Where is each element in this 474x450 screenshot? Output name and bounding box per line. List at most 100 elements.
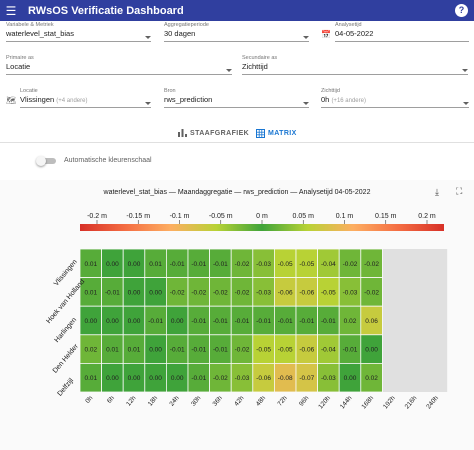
colorbar-tick-label: 0.1 m	[336, 213, 354, 220]
x-tick-label: 12h	[125, 395, 138, 408]
aggregation-select[interactable]: Aggregatieperiode 30 dagen	[164, 22, 309, 42]
heatmap-cell-label: 0.00	[344, 375, 357, 382]
heatmap-cell-label: -0.02	[364, 261, 379, 268]
heatmap-cell-label: 0.02	[84, 347, 97, 354]
chevron-down-icon	[463, 102, 469, 105]
heatmap-cell-label: -0.02	[235, 289, 250, 296]
y-tick-label: Den Helder	[52, 343, 81, 375]
heatmap-cell[interactable]	[360, 362, 383, 393]
heatmap-cell-label: -0.05	[278, 261, 293, 268]
heatmap-cell-label: -0.02	[213, 375, 228, 382]
heatmap-cell-label: -0.02	[364, 289, 379, 296]
heatmap-cell-label: -0.01	[256, 318, 271, 325]
heatmap-cell-label: 0.00	[128, 261, 141, 268]
location-select[interactable]: Locatie Vlissingen (+4 andere)	[20, 88, 151, 108]
colorbar-tick-label: -0.1 m	[170, 213, 190, 220]
chevron-down-icon	[145, 102, 151, 105]
heatmap-cell-label: -0.01	[191, 347, 206, 354]
map-icon[interactable]: 🗺	[6, 96, 17, 105]
heatmap-cell-label: 0.06	[365, 318, 378, 325]
heatmap-cell-label: 0.00	[128, 375, 141, 382]
heatmap-cell-label: 0.00	[149, 289, 162, 296]
colorbar-tick-label: 0.15 m	[375, 213, 397, 220]
heatmap-cell-label: 0.00	[106, 318, 119, 325]
x-tick-label: 240h	[425, 394, 440, 410]
heatmap-cell-label: -0.01	[213, 347, 228, 354]
heatmap-cell-label: -0.03	[256, 261, 271, 268]
lead-time-value: 0h (+16 andere)	[321, 95, 366, 104]
x-tick-label: 120h	[317, 394, 332, 410]
chart-title: waterlevel_stat_bias — Maandaggregatie —…	[103, 189, 371, 196]
heatmap-cell-label: -0.01	[105, 289, 120, 296]
primary-axis-value: Locatie	[6, 62, 31, 71]
heatmap-cell-label: -0.08	[278, 375, 293, 382]
heatmap-cell-label: 0.00	[106, 375, 119, 382]
variable-value: waterlevel_stat_bias	[6, 29, 74, 38]
heatmap-cell-label: -0.03	[235, 375, 250, 382]
heatmap-cell-label: -0.03	[256, 289, 271, 296]
lead-time-extra: (+16 andere)	[331, 98, 366, 104]
download-icon[interactable]: ⤓	[435, 187, 439, 197]
heatmap-cell-label: -0.01	[191, 375, 206, 382]
colorbar-tick-label: -0.05 m	[209, 213, 233, 220]
heatmap-cell-label: -0.05	[299, 261, 314, 268]
heatmap-cell-label: -0.06	[299, 347, 314, 354]
x-tick-label: 192h	[382, 394, 397, 410]
fullscreen-icon[interactable]: ⛶	[456, 186, 463, 196]
secondary-axis-select[interactable]: Secundaire as Zichttijd	[242, 55, 468, 75]
heatmap-cell-label: -0.01	[321, 318, 336, 325]
heatmap-cell-label: -0.04	[321, 261, 336, 268]
heatmap-chart: -0.2 m -0.15 m -0.1 m -0.05 m 0 m 0.05 m 0.1 m…	[45, 213, 448, 410]
heatmap-cell-label: -0.01	[191, 318, 206, 325]
heatmap-cell-label: -0.02	[343, 261, 358, 268]
heatmap-cell-label: 0.00	[128, 289, 141, 296]
heatmap-cell-label: 0.01	[106, 347, 119, 354]
heatmap-cell-label: -0.06	[256, 375, 271, 382]
variable-select[interactable]: Variabele & Metriek waterlevel_stat_bias	[6, 22, 151, 42]
colorbar-tick-label: -0.15 m	[126, 213, 150, 220]
x-tick-label: 6h	[106, 394, 116, 404]
location-extra: (+4 andere)	[56, 98, 88, 104]
heatmap-cell-label: 0.01	[84, 261, 97, 268]
chevron-down-icon	[226, 69, 232, 72]
chevron-down-icon	[303, 102, 309, 105]
tab-staafgrafiek[interactable]: STAAFGRAFIEK	[178, 124, 249, 142]
heatmap-cell-label: -0.01	[148, 318, 163, 325]
heatmap-cell-label: -0.01	[191, 261, 206, 268]
menu-icon[interactable]: ☰	[5, 3, 17, 18]
heatmap-cell-label: -0.01	[299, 318, 314, 325]
heatmap-cell-label: -0.06	[278, 289, 293, 296]
colorbar-tick-label: -0.2 m	[87, 213, 107, 220]
primary-axis-select[interactable]: Primaire as Locatie	[6, 55, 232, 75]
heatmap-cell-label: 0.00	[149, 347, 162, 354]
chevron-down-icon	[145, 36, 151, 39]
auto-color-scale-toggle[interactable]	[36, 156, 58, 166]
source-select[interactable]: Bron rws_prediction	[164, 88, 309, 108]
primary-axis-label: Primaire as	[6, 55, 34, 61]
x-tick-label: 96h	[298, 395, 311, 408]
analysis-time-label: Analysetijd	[335, 22, 362, 28]
heatmap-cell-label: -0.03	[321, 375, 336, 382]
heatmap-cell-label: 0.00	[365, 347, 378, 354]
heatmap-cell-label: -0.02	[170, 289, 185, 296]
heatmap-cell-label: -0.07	[299, 375, 314, 382]
x-tick-label: 0h	[84, 394, 94, 404]
secondary-axis-value: Zichttijd	[242, 62, 268, 71]
chevron-down-icon	[462, 69, 468, 72]
help-icon[interactable]: ?	[455, 4, 468, 17]
lead-time-select[interactable]: Zichttijd 0h (+16 andere)	[321, 88, 469, 108]
tab-matrix-label: MATRIX	[268, 129, 297, 137]
heatmap-cell-label: -0.06	[299, 289, 314, 296]
tab-matrix[interactable]: MATRIX	[250, 124, 303, 143]
calendar-icon[interactable]: 📅	[321, 30, 331, 39]
y-tick-label: Harlingen	[54, 316, 79, 344]
colorbar-tick-label: 0.2 m	[418, 213, 436, 220]
analysis-time-picker[interactable]: Analysetijd 04-05-2022	[335, 22, 469, 42]
x-tick-label: 24h	[168, 395, 181, 408]
x-tick-label: 216h	[404, 394, 419, 410]
grid-icon	[256, 128, 265, 138]
tab-staafgrafiek-label: STAAFGRAFIEK	[190, 129, 250, 137]
source-value: rws_prediction	[164, 95, 213, 104]
x-tick-label: 168h	[360, 394, 375, 410]
x-tick-label: 36h	[212, 395, 225, 408]
